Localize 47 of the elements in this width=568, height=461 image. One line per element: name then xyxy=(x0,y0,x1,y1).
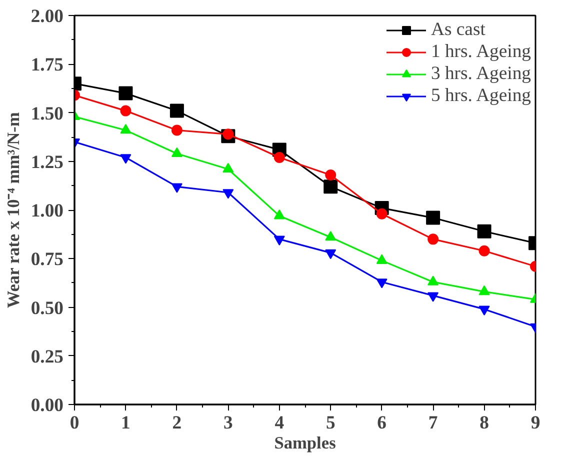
point xyxy=(426,210,440,225)
y-tick-label: 1.00 xyxy=(30,200,64,222)
x-tick-label: 9 xyxy=(530,412,540,434)
x-tick-label: 1 xyxy=(121,412,130,434)
point xyxy=(222,128,234,140)
x-tick-label: 8 xyxy=(480,412,489,434)
y-tick-label: 1.75 xyxy=(30,54,64,76)
x-tick-label: 7 xyxy=(428,412,438,434)
point xyxy=(478,245,490,256)
legend-label: As cast xyxy=(430,19,486,41)
point xyxy=(478,306,490,316)
point xyxy=(274,152,285,163)
y-tick-label: 1.25 xyxy=(30,152,64,173)
point xyxy=(274,236,285,246)
legend-label: 1 hrs. Ageing xyxy=(430,41,531,63)
point xyxy=(428,234,439,245)
point xyxy=(325,170,336,180)
point xyxy=(428,292,439,302)
point xyxy=(120,124,132,134)
y-tick-label: 1.50 xyxy=(30,103,64,124)
point xyxy=(170,104,184,118)
point xyxy=(477,224,492,238)
x-tick-label: 5 xyxy=(326,412,336,434)
x-tick-label: 0 xyxy=(70,412,80,434)
point xyxy=(118,86,133,100)
y-tick-label: 0.75 xyxy=(30,249,64,270)
y-tick-label: 0.50 xyxy=(30,298,64,319)
x-tick-label: 6 xyxy=(377,412,386,434)
y-tick-label: 2.00 xyxy=(30,6,64,27)
x-tick-label: 3 xyxy=(224,412,233,434)
y-axis-title: Wear rate x 10⁻⁴ mm³/N-m xyxy=(4,112,23,308)
y-tick-label: 0.00 xyxy=(30,395,64,416)
point xyxy=(171,183,182,193)
point xyxy=(325,249,336,260)
x-axis-title: Samples xyxy=(274,434,336,452)
point xyxy=(222,162,234,173)
point xyxy=(376,278,388,288)
y-tick-label: 0.25 xyxy=(30,346,64,368)
x-tick-label: 2 xyxy=(172,412,182,434)
x-tick-label: 4 xyxy=(274,412,284,434)
legend-label: 5 hrs. Ageing xyxy=(430,85,531,107)
point xyxy=(324,180,338,194)
point xyxy=(222,189,234,199)
point xyxy=(376,208,388,220)
legend-label: 3 hrs. Ageing xyxy=(430,63,531,85)
point xyxy=(171,124,182,136)
point xyxy=(120,105,132,116)
